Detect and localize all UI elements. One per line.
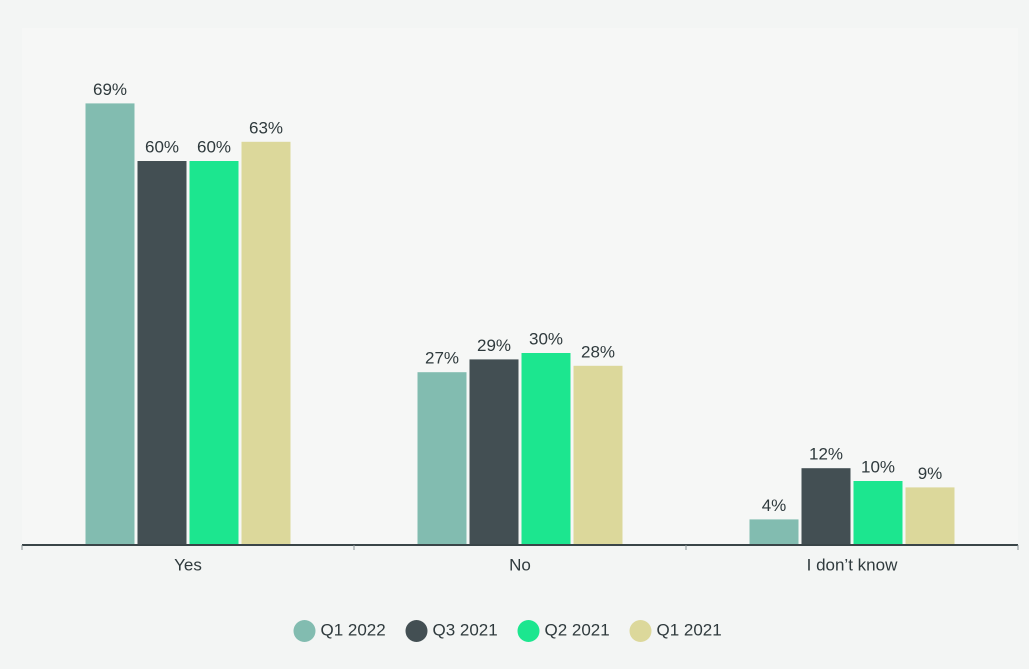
- bar: [749, 519, 799, 545]
- legend-label: Q1 2021: [657, 620, 722, 639]
- data-label: 10%: [861, 457, 895, 476]
- bar: [417, 372, 467, 545]
- legend-swatch: [629, 620, 652, 642]
- bar: [905, 487, 955, 545]
- data-label: 60%: [145, 137, 179, 156]
- data-label: 27%: [425, 349, 459, 368]
- bar: [521, 353, 571, 545]
- data-label: 28%: [581, 342, 615, 361]
- legend-swatch: [405, 620, 428, 642]
- x-tick-label: Yes: [174, 555, 202, 574]
- data-label: 29%: [477, 336, 511, 355]
- legend-swatch: [517, 620, 540, 642]
- data-label: 60%: [197, 137, 231, 156]
- data-label: 4%: [762, 496, 787, 515]
- bar: [241, 141, 291, 546]
- x-tick-label: I don’t know: [807, 555, 898, 574]
- bar: [137, 161, 187, 545]
- bar: [469, 359, 519, 545]
- data-label: 12%: [809, 445, 843, 464]
- plot-area: [22, 28, 1018, 545]
- legend-label: Q2 2021: [545, 620, 610, 639]
- bar: [853, 481, 903, 545]
- legend-swatch: [293, 620, 316, 642]
- legend-label: Q1 2022: [321, 620, 386, 639]
- data-label: 69%: [93, 80, 127, 99]
- legend-label: Q3 2021: [433, 620, 498, 639]
- bar: [801, 468, 851, 545]
- bar: [85, 103, 135, 546]
- data-label: 63%: [249, 118, 283, 137]
- data-label: 9%: [918, 464, 943, 483]
- bar: [189, 161, 239, 545]
- x-tick-label: No: [509, 555, 531, 574]
- bar: [573, 365, 623, 545]
- data-label: 30%: [529, 329, 563, 348]
